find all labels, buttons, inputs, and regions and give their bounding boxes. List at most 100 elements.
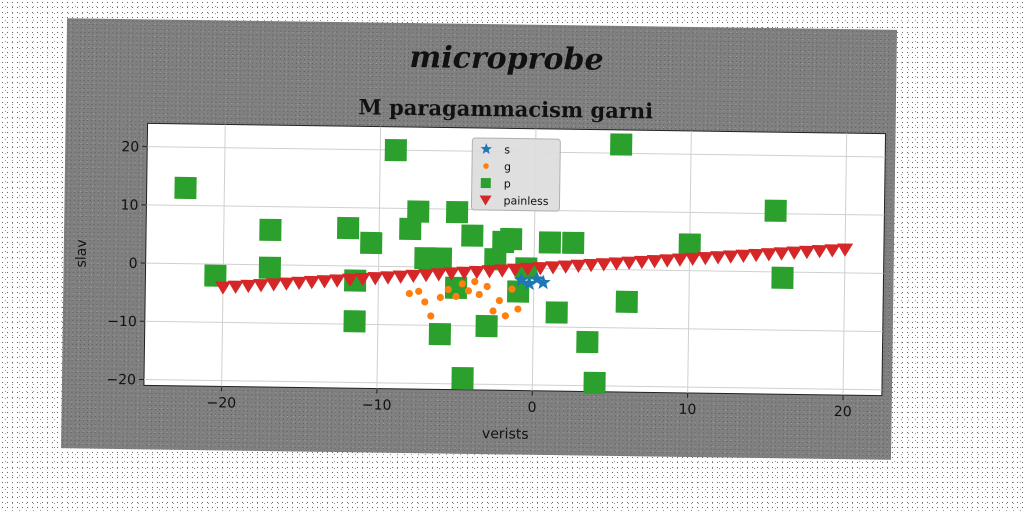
p-point (771, 266, 794, 289)
painless-point (672, 253, 689, 267)
painless-point (760, 248, 777, 262)
s-point (529, 271, 545, 286)
painless-point (811, 244, 828, 259)
p-point (451, 366, 474, 390)
p-point (429, 247, 453, 270)
painless-point (545, 261, 562, 275)
painless-point (354, 272, 371, 287)
g-point (471, 278, 479, 286)
painless-point (837, 243, 854, 257)
plot-area (143, 122, 887, 397)
legend-label-p: p (504, 177, 511, 190)
g-point (444, 285, 452, 294)
y-grid-line (144, 320, 883, 333)
painless-point (519, 262, 536, 277)
s-point (521, 275, 537, 291)
p-point (499, 227, 523, 251)
painless-point (456, 266, 473, 280)
y-tick-label: −10 (107, 314, 137, 330)
painless-point (710, 251, 727, 265)
legend-marker-p (480, 178, 491, 189)
p-point (204, 264, 227, 287)
x-grid-line (842, 133, 848, 396)
g-point (452, 292, 460, 301)
x-grid-line (221, 124, 226, 387)
x-tick-label: 20 (834, 404, 852, 420)
painless-point (621, 256, 638, 270)
x-tick-label: 0 (527, 400, 536, 416)
painless-point (392, 270, 409, 284)
painless-point (430, 268, 447, 282)
figure-panel: microprobe M paragammacism garni −20 −10 0… (61, 18, 897, 460)
painless-point (227, 280, 244, 294)
painless-point (557, 260, 574, 274)
s-point (513, 271, 530, 287)
painless-point (570, 259, 587, 273)
p-point (461, 224, 484, 247)
p-point (336, 216, 360, 240)
painless-point (507, 263, 524, 277)
p-point (445, 200, 469, 224)
p-point (576, 330, 599, 354)
painless-point (291, 276, 308, 291)
g-point (489, 307, 497, 315)
g-point (405, 289, 413, 298)
s-point (535, 274, 551, 290)
p-point (343, 310, 366, 333)
painless-point (608, 257, 625, 271)
y-tick-label: −20 (106, 372, 136, 388)
series-painless (215, 243, 854, 295)
p-point (545, 301, 568, 324)
painless-point (634, 255, 651, 270)
g-point (436, 293, 444, 302)
painless-point (773, 247, 790, 261)
series-p (174, 133, 794, 395)
x-tick-label: −10 (362, 397, 392, 413)
painless-point (735, 249, 752, 263)
legend-item-p: p (480, 177, 511, 190)
legend: sgp painless (470, 137, 561, 212)
painless-point (481, 265, 498, 279)
painless-point (240, 279, 257, 294)
painless-point (583, 258, 600, 273)
series-s (513, 271, 551, 291)
data-marks (174, 133, 854, 395)
scatter-chart: microprobe M paragammacism garni −20 −10 0… (74, 40, 887, 443)
legend-label-painless: painless (503, 194, 548, 208)
painless-point (722, 250, 739, 264)
painless-point (253, 279, 270, 293)
p-point (407, 200, 430, 223)
painless-point (380, 271, 397, 285)
g-point (508, 285, 516, 293)
painless-point (748, 248, 765, 263)
painless-point (595, 258, 612, 272)
painless-point (215, 281, 232, 295)
chart-suptitle: microprobe (409, 40, 604, 78)
p-point (258, 256, 282, 279)
x-grid-line (376, 126, 382, 389)
legend-label-s: s (504, 143, 510, 156)
x-grid-line (687, 130, 692, 393)
y-tick-label: 20 (121, 139, 139, 155)
p-point (615, 290, 638, 313)
legend-marker-g (483, 163, 489, 169)
x-axis-label: verists (482, 426, 529, 443)
g-point (475, 290, 483, 299)
p-point (360, 231, 383, 255)
painless-point (278, 277, 295, 291)
painless-point (329, 274, 346, 288)
g-point (501, 312, 509, 320)
painless-point (684, 252, 701, 267)
g-point (464, 287, 473, 295)
painless-point (532, 262, 549, 276)
legend-item-g: g (483, 160, 511, 173)
painless-point (799, 245, 816, 260)
p-point (764, 199, 787, 222)
painless-point (824, 244, 841, 258)
legend-item-painless: painless (479, 194, 549, 208)
p-point (399, 217, 422, 241)
g-point (483, 282, 491, 291)
x-tick-label: −20 (206, 395, 236, 411)
painless-point (697, 251, 714, 266)
